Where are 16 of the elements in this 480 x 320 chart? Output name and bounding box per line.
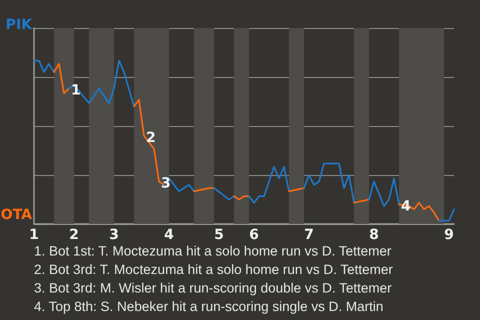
- x-tick-label: 7: [304, 227, 314, 243]
- x-tick-label: 2: [69, 227, 79, 243]
- x-tick-label: 4: [164, 227, 174, 243]
- text: OTA: [0, 207, 32, 223]
- x-tick-label: 3: [109, 227, 119, 243]
- text: 1. Bot 1st: T. Moctezuma hit a solo home run vs D. Tettemer: [34, 244, 392, 258]
- x-tick-label: 5: [214, 227, 224, 243]
- text: PIK: [6, 17, 34, 33]
- annotation: 2: [146, 130, 156, 146]
- x-tick-label: 8: [369, 227, 379, 243]
- x-tick-label: 1: [29, 227, 39, 243]
- text: 3. Bot 3rd: M. Wisler hit a run-scoring double vs D. Tettemer: [34, 280, 392, 296]
- text: 2. Bot 3rd: T. Moctezuma hit a solo home run vs D. Tettemer: [34, 262, 394, 277]
- text: 4. Top 8th: S. Nebeker hit a run-scoring single vs D. Martin: [34, 299, 384, 314]
- x-tick-label: 6: [249, 227, 259, 243]
- x-tick-label: 9: [444, 227, 454, 243]
